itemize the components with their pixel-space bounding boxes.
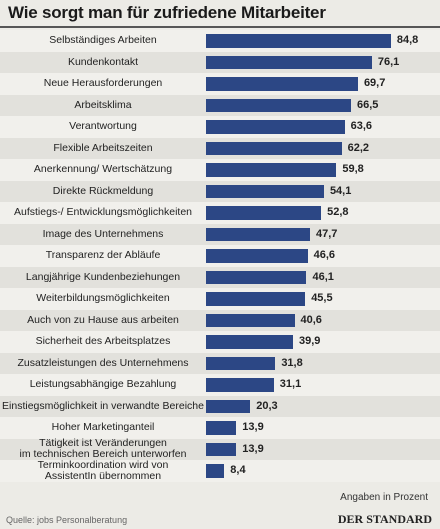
bar [206,98,351,112]
bar [206,77,358,91]
bar [206,55,372,69]
value-label: 8,4 [230,464,246,476]
bar [206,335,293,349]
bar [206,399,251,413]
brand: DER STANDARD [337,512,432,526]
category-label: Sicherheit des Arbeitsplatzes [35,335,171,348]
category-label: Langjährige Kundenbeziehungen [25,270,181,283]
bar [206,249,308,263]
bar [206,378,274,392]
value-label: 62,2 [347,141,370,154]
value-label: 76,1 [377,55,400,68]
value-label: 45,5 [311,292,333,304]
bar [206,34,391,48]
category-label: Image des Unternehmens [42,227,164,240]
category-label: Neue Herausforderungen [43,77,163,90]
category-label: Einstiegsmöglichkeit in verwandte Bereic… [2,399,204,412]
bar [206,141,342,155]
value-label: 40,6 [300,313,322,326]
category-label: Terminkoordination wird von AssistentIn … [37,458,169,482]
bar [206,313,295,327]
category-label: Hoher Marketinganteil [51,421,155,434]
category-label: Auch von zu Hause aus arbeiten [27,313,179,326]
bar [206,464,225,478]
value-label: 46,1 [312,270,334,283]
category-label: Tätigkeit ist Veränderungen im technisch… [19,437,187,461]
category-label: Verantwortung [69,120,137,133]
bar [206,184,324,198]
value-label: 39,9 [298,335,321,347]
value-label: 46,6 [313,249,335,261]
category-label: Arbeitsklima [74,98,132,111]
category-label: Aufstiegs-/ Entwicklungsmöglichkeiten [14,206,192,219]
bar [206,227,310,241]
value-label: 69,7 [363,77,386,89]
value-label: 54,1 [329,184,352,197]
bar [206,421,237,435]
value-label: 13,9 [242,421,264,433]
category-label: Transparenz der Abläufe [45,249,161,262]
category-label: Selbständiges Arbeiten [49,34,157,47]
bar [206,163,337,177]
category-label: Flexible Arbeitszeiten [53,141,153,154]
value-label: 20,3 [256,399,278,412]
value-label: 13,9 [242,442,264,455]
value-label: 52,8 [327,206,349,218]
category-label: Kundenkontakt [67,55,139,68]
value-label: 31,1 [279,378,302,390]
category-label: Direkte Rückmeldung [52,184,154,197]
source: Quelle: jobs Personalberatung [6,515,128,525]
value-label: 84,8 [396,34,419,46]
category-label: Leistungsabhängige Bezahlung [29,378,177,391]
bar [206,292,306,306]
value-label: 59,8 [342,163,364,175]
annotation: Angaben in Prozent [340,492,428,503]
bar [206,120,345,134]
value-label: 31,8 [281,356,303,369]
title-rule [0,26,440,28]
value-label: 63,6 [350,120,373,132]
bar [206,206,322,220]
bar [206,270,307,284]
value-label: 47,7 [315,227,338,240]
category-label: Weiterbildungsmöglichkeiten [36,292,170,305]
category-label: Zusatzleistungen des Unternehmens [17,356,189,369]
bar [206,356,276,370]
bar [206,442,237,456]
value-label: 66,5 [356,98,379,111]
category-label: Anerkennung/ Wertschätzung [33,163,173,176]
chart-title: Wie sorgt man für zufriedene Mitarbeiter [8,3,326,22]
